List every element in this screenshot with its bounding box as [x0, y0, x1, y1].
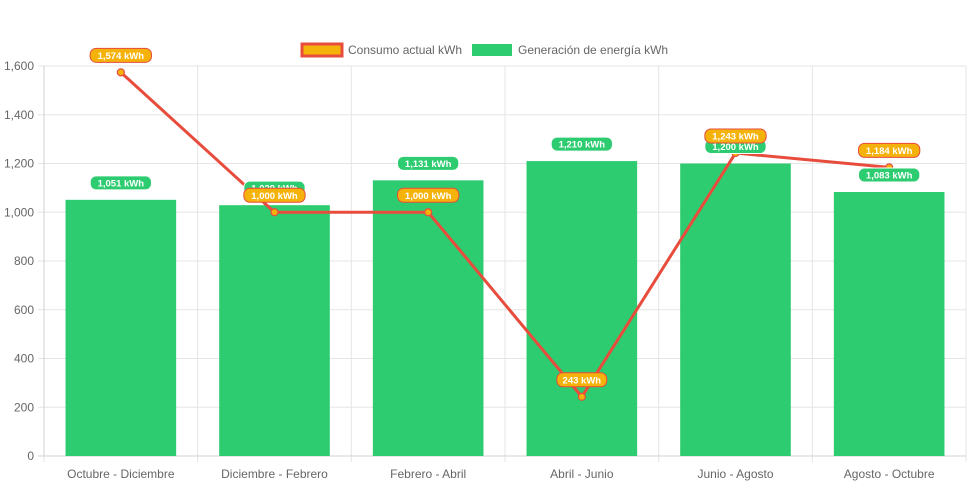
y-tick-label: 400 [14, 352, 34, 366]
bar-data-label-bg [89, 175, 152, 191]
bar[interactable] [65, 199, 177, 456]
bar-data-label: 1,210 kWh [550, 136, 613, 152]
bar-data-label: 1,051 kWh [89, 175, 152, 191]
bar-series-generacion [65, 161, 945, 457]
line-data-label-bg [858, 142, 921, 158]
y-tick-label: 1,000 [4, 205, 34, 219]
line-data-label-bg [89, 47, 152, 63]
y-tick-label: 1,600 [4, 59, 34, 73]
bar[interactable] [833, 192, 945, 457]
legend[interactable]: Consumo actual kWh Generación de energía … [300, 42, 668, 58]
x-tick-label: Agosto - Octubre [844, 467, 935, 481]
line-data-label-text: 1,243 kWh [712, 132, 759, 143]
line-data-label-text: 1,184 kWh [866, 146, 913, 157]
line-data-label-bg [397, 187, 460, 203]
y-tick-label: 1,400 [4, 108, 34, 122]
line-data-label-text: 1,000 kWh [251, 191, 298, 202]
y-tick-label: 600 [14, 303, 34, 317]
bar-data-label: 1,131 kWh [397, 155, 460, 171]
bar-data-label-bg [550, 136, 613, 152]
y-tick-label: 200 [14, 400, 34, 414]
bar-data-label-bg [858, 167, 921, 183]
bar-data-label: 1,083 kWh [858, 167, 921, 183]
gridlines [38, 65, 967, 462]
line-data-label: 1,243 kWh [704, 128, 767, 144]
line-data-label-bg [556, 372, 608, 388]
x-tick-label: Diciembre - Febrero [221, 467, 328, 481]
line-data-label: 1,000 kWh [243, 187, 306, 203]
y-tick-label: 800 [14, 254, 34, 268]
line-data-label-bg [704, 128, 767, 144]
line-point[interactable] [424, 208, 433, 217]
y-tick-label: 1,200 [4, 157, 34, 171]
bar[interactable] [680, 163, 791, 457]
bar-data-label-text: 1,083 kWh [866, 171, 913, 182]
line-point[interactable] [270, 208, 279, 217]
x-tick-label: Febrero - Abril [390, 467, 466, 481]
bar[interactable] [372, 180, 484, 456]
legend-swatch-generacion[interactable] [472, 44, 512, 56]
line-point[interactable] [577, 392, 586, 401]
bar[interactable] [526, 161, 638, 456]
line-point[interactable] [116, 68, 125, 77]
line-data-label-bg [243, 187, 306, 203]
x-tick-label: Octubre - Diciembre [67, 467, 175, 481]
bar-data-label-text: 1,210 kWh [559, 140, 606, 151]
legend-label-generacion[interactable]: Generación de energía kWh [518, 43, 668, 57]
line-data-label: 1,184 kWh [858, 142, 921, 158]
line-data-label: 243 kWh [556, 372, 608, 388]
bar-data-label-text: 1,200 kWh [712, 142, 759, 153]
legend-swatch-consumo[interactable] [300, 42, 344, 58]
line-data-label-text: 1,574 kWh [98, 51, 145, 62]
x-tick-label: Junio - Agosto [697, 467, 773, 481]
axes: 0 200 400 600 800 1,000 1,200 1,400 1,600 Octubre… [4, 59, 966, 481]
legend-label-consumo[interactable]: Consumo actual kWh [348, 43, 462, 57]
line-data-label-text: 243 kWh [563, 375, 602, 386]
bar-data-label-bg [397, 155, 460, 171]
x-tick-label: Abril - Junio [550, 467, 614, 481]
bar-data-label-text: 1,131 kWh [405, 159, 452, 170]
bar[interactable] [219, 205, 330, 456]
line-data-label-text: 1,000 kWh [405, 191, 452, 202]
line-data-label: 1,000 kWh [397, 187, 460, 203]
line-data-label: 1,574 kWh [89, 47, 152, 63]
bar-data-label-text: 1,051 kWh [98, 178, 145, 189]
y-tick-label: 0 [27, 449, 34, 463]
